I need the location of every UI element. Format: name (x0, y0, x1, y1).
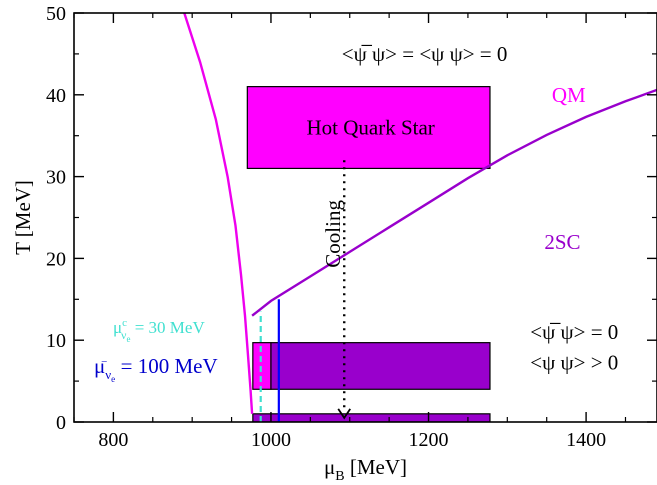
box-lower-box-purple (270, 342, 491, 390)
mu-30-label: μc νe = 30 MeV (113, 317, 205, 344)
box-hot-quark-star (246, 86, 491, 170)
box-bottom-bar (252, 413, 491, 422)
hot-quark-star-label: Hot Quark Star (306, 116, 434, 140)
x-tick-label: 1200 (409, 429, 449, 451)
x-tick-label: 1400 (566, 429, 606, 451)
x-tick-label: 1000 (251, 429, 291, 451)
2sc-label: 2SC (544, 230, 580, 254)
box-lower-box-magenta (252, 342, 272, 390)
y-tick-label: 50 (46, 3, 66, 25)
y-tick-label: 10 (46, 330, 66, 352)
x-axis-label: μB [MeV] (324, 455, 407, 484)
mu-100-label: μνe− = 100 MeV (94, 354, 218, 384)
qm-label: QM (552, 83, 586, 107)
cooling-arrow-head (337, 408, 351, 420)
condensate-chiral: <ψ̅ ψ> = 0 (530, 320, 618, 344)
axes: 800 1000 1200 1400 0 10 20 30 40 50 μB [MeV] T [MeV… (11, 3, 657, 484)
y-axis-label: T [MeV] (11, 180, 35, 255)
condensate-top: <ψ̅ ψ> = <ψ ψ> = 0 (342, 42, 508, 66)
curve-hadron-boundary (183, 13, 254, 414)
y-tick-label: 0 (56, 412, 66, 434)
y-tick-label: 40 (46, 85, 66, 107)
curve-2sc-boundary (251, 88, 657, 317)
plot-shapes (183, 13, 657, 422)
y-tick-label: 20 (46, 248, 66, 270)
y-tick-label: 30 (46, 167, 66, 189)
cooling-label: Cooling (321, 200, 345, 268)
condensate-diquark: <ψ ψ> > 0 (530, 350, 618, 374)
plot-text: Cooling Hot Quark Star QM 2SC <ψ̅ ψ> = <ψ ψ>… (94, 42, 618, 384)
x-tick-label: 800 (98, 429, 128, 451)
